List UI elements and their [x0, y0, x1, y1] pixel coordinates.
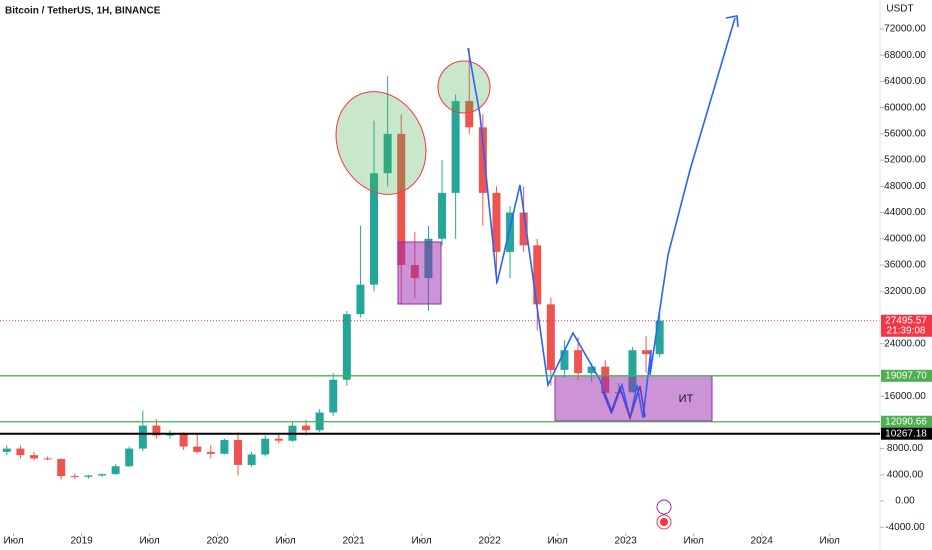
x-tick-label: Июл [139, 536, 159, 547]
candle-body [356, 284, 365, 315]
y-tick-label: 64000.00 [884, 76, 926, 87]
candle-body [152, 425, 161, 436]
x-tick-label: Июл [820, 536, 840, 547]
x-tick-label: 2024 [751, 536, 774, 547]
level-tag-label: 19097.70 [885, 370, 927, 381]
y-tick-label: -4000.00 [885, 522, 925, 533]
y-tick-label: 40000.00 [884, 233, 926, 244]
x-tick-label: 2019 [70, 536, 93, 547]
x-tick-label: Июл [547, 536, 567, 547]
y-tick-label: 4000.00 [887, 469, 924, 480]
candle-body [206, 451, 215, 454]
candle-body [438, 192, 447, 239]
x-tick-label: 2022 [479, 536, 502, 547]
x-tick-label: Июл [275, 536, 295, 547]
wave-line [467, 47, 601, 388]
x-tick-label: Июл [3, 536, 23, 547]
candle-body [274, 438, 283, 441]
candle-body [57, 459, 66, 477]
candle-body [234, 440, 243, 465]
drawings: ИТ [335, 15, 739, 530]
arrow-head [725, 15, 739, 28]
candle-body [179, 433, 188, 447]
y-tick-label: 60000.00 [884, 102, 926, 113]
highlight-ellipse [335, 91, 427, 195]
countdown: 21:39:08 [887, 325, 926, 336]
candle-body [261, 438, 270, 455]
highlight-ellipse [437, 60, 491, 114]
candle-body [560, 350, 569, 370]
x-tick-label: 2021 [343, 536, 366, 547]
candle-body [329, 379, 338, 413]
wave-line [599, 17, 736, 419]
y-tick-label: 68000.00 [884, 50, 926, 61]
level-tag [881, 369, 932, 382]
candle-body [478, 127, 487, 193]
level-tag [881, 427, 932, 440]
y-tick-label: 36000.00 [884, 260, 926, 271]
y-tick-label: 0.00 [895, 496, 915, 507]
candle-body [302, 425, 311, 431]
candle-body [342, 314, 351, 380]
x-tick-label: 2023 [615, 536, 638, 547]
candle-body [465, 101, 474, 128]
candle-body [43, 458, 52, 460]
candle-body [220, 440, 229, 454]
y-axis-label: USDT [886, 4, 913, 15]
y-tick-label: 44000.00 [884, 207, 926, 218]
candle-body [519, 212, 528, 246]
event-icon [660, 518, 668, 526]
chart-title: Bitcoin / TetherUS, 1H, BINANCE [5, 6, 161, 17]
y-tick-label: 8000.00 [887, 443, 924, 454]
candle-body [492, 192, 501, 252]
y-tick-label: 32000.00 [884, 286, 926, 297]
candle-body [546, 304, 555, 370]
level-tag-label: 12090.66 [885, 416, 927, 427]
candle-body [587, 366, 596, 374]
candle-body [533, 245, 542, 305]
x-tick-label: 2020 [206, 536, 229, 547]
candle-body [397, 133, 406, 265]
candle-body [370, 173, 379, 285]
candle-body [193, 446, 202, 452]
candle-body [98, 474, 107, 476]
y-tick-label: 52000.00 [884, 155, 926, 166]
event-icon[interactable] [656, 499, 672, 515]
candle-body [655, 320, 664, 355]
candle-body [111, 466, 120, 475]
level-tag [881, 415, 932, 428]
candle-body [16, 448, 25, 456]
annotation: ИТ [679, 393, 694, 405]
x-tick-label: Июл [411, 536, 431, 547]
last-price-label: 27495.57 [885, 315, 927, 326]
candle-body [125, 448, 134, 467]
y-tick-label: 56000.00 [884, 129, 926, 140]
candle-body [642, 350, 651, 355]
candle-body [138, 425, 147, 449]
candle-body [383, 133, 392, 174]
candle-body [84, 475, 93, 477]
x-tick-label: Июл [684, 536, 704, 547]
candle-body [506, 212, 515, 252]
range-box [397, 241, 442, 305]
wave-line [602, 385, 646, 421]
y-tick-label: 72000.00 [884, 24, 926, 35]
candle-body [451, 101, 460, 193]
candle-body [574, 350, 583, 374]
candle-body [2, 448, 11, 452]
y-tick-label: 16000.00 [884, 391, 926, 402]
y-tick-label: 24000.00 [884, 338, 926, 349]
level-tag-label: 10267.18 [885, 428, 927, 439]
candle-body [247, 454, 256, 465]
candle-body [30, 455, 39, 459]
candle-body [628, 350, 637, 393]
y-tick-label: 48000.00 [884, 181, 926, 192]
candle-body [70, 476, 79, 478]
last-price-tag [881, 314, 932, 337]
